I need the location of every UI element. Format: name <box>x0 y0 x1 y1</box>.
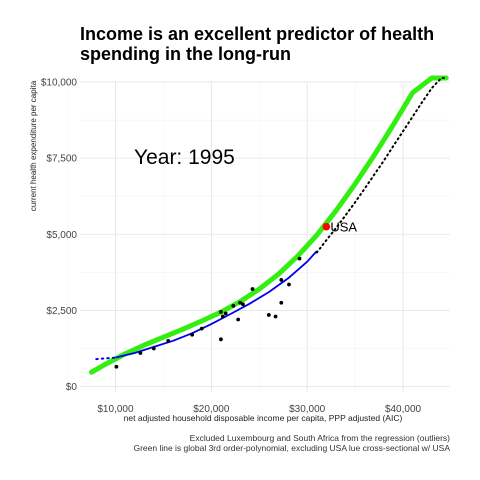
caption-line-1: Excluded Luxembourg and South Africa fro… <box>189 433 450 443</box>
data-point <box>220 314 225 319</box>
y-tick-label: $2,500 <box>46 306 77 317</box>
blue-dotted-extension <box>95 356 117 361</box>
data-point <box>279 278 284 282</box>
data-point <box>166 338 171 343</box>
y-tick-label: $0 <box>66 382 78 393</box>
data-point <box>219 310 223 314</box>
y-tick-label: $5,000 <box>46 230 77 241</box>
data-point <box>238 300 242 305</box>
data-points: USA <box>114 220 357 369</box>
x-axis-label: net adjusted household disposable income… <box>124 413 403 423</box>
x-tick-label: $40,000 <box>385 404 422 415</box>
caption-line-2: Green line is global 3rd order-polynomia… <box>133 443 450 453</box>
y-axis-label: current health expenditure per capita <box>29 80 38 211</box>
axis-ticks: $10,000 $20,000 $30,000 $40,000 $0 $2,500 $5,0… <box>41 78 422 416</box>
data-point <box>151 346 156 351</box>
data-point <box>266 313 271 317</box>
y-tick-label: $10,000 <box>41 78 78 89</box>
data-point <box>138 351 143 355</box>
usa-label: USA <box>330 220 357 235</box>
x-tick-label: $30,000 <box>289 404 326 415</box>
green-polynomial-line <box>89 75 449 375</box>
data-point <box>236 317 241 322</box>
y-tick-label: $7,500 <box>46 154 77 165</box>
data-point <box>279 300 284 305</box>
data-point <box>250 287 255 291</box>
data-point <box>114 364 119 369</box>
blue-fit-line <box>115 250 318 359</box>
data-point <box>223 311 228 316</box>
usa-highlight-point <box>322 222 331 231</box>
data-point <box>297 256 302 261</box>
data-point <box>190 332 195 337</box>
chart-title: Income is an excellent predictor of heal… <box>80 24 435 64</box>
data-point <box>199 326 204 331</box>
year-annotation: Year: 1995 <box>134 146 235 169</box>
data-point <box>287 282 291 287</box>
data-point <box>231 303 236 308</box>
grid <box>67 81 450 392</box>
fit-lines <box>89 75 449 375</box>
x-tick-label: $20,000 <box>193 404 230 415</box>
data-point <box>273 314 278 319</box>
data-point <box>241 302 245 307</box>
x-tick-label: $10,000 <box>97 404 134 415</box>
data-point <box>219 337 223 342</box>
